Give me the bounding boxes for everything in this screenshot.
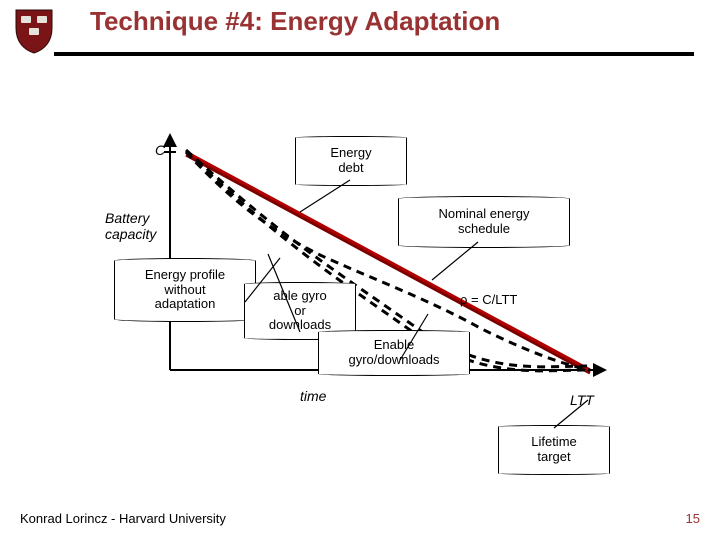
callout-energy-debt: Energy debt <box>295 136 407 186</box>
axis-label-battery-capacity: Battery capacity <box>105 210 156 242</box>
crest-book-3 <box>29 28 39 35</box>
crest-book-2 <box>37 16 47 23</box>
axis-label-c: C <box>155 142 165 158</box>
callout-enable-gyro: Enable gyro/downloads <box>318 330 470 376</box>
rho-equation: ρ = C/LTT <box>460 292 517 307</box>
axis-label-battery-text: Battery capacity <box>105 210 156 242</box>
axis-label-ltt: LTT <box>570 392 594 408</box>
university-crest <box>14 8 54 59</box>
callout-energy-debt-text: Energy debt <box>330 146 371 176</box>
callout-disable-text: able gyro or downloads <box>269 289 331 334</box>
crest-book-1 <box>21 16 31 23</box>
footer-author: Konrad Lorincz - Harvard University <box>20 511 226 526</box>
footer-page-number: 15 <box>686 511 700 526</box>
callout-lifetime-text: Lifetime target <box>531 435 577 465</box>
slide-title: Technique #4: Energy Adaptation <box>90 6 500 37</box>
axis-label-time: time <box>300 388 326 404</box>
callout-nominal-schedule: Nominal energy schedule <box>398 196 570 248</box>
callout-enable-text: Enable gyro/downloads <box>348 338 439 368</box>
callout-nominal-text: Nominal energy schedule <box>438 207 529 237</box>
callout-profile-text: Energy profile without adaptation <box>145 268 225 313</box>
title-underline <box>54 52 694 56</box>
callout-lifetime-target: Lifetime target <box>498 425 610 475</box>
callout-energy-profile: Energy profile without adaptation <box>114 258 256 322</box>
